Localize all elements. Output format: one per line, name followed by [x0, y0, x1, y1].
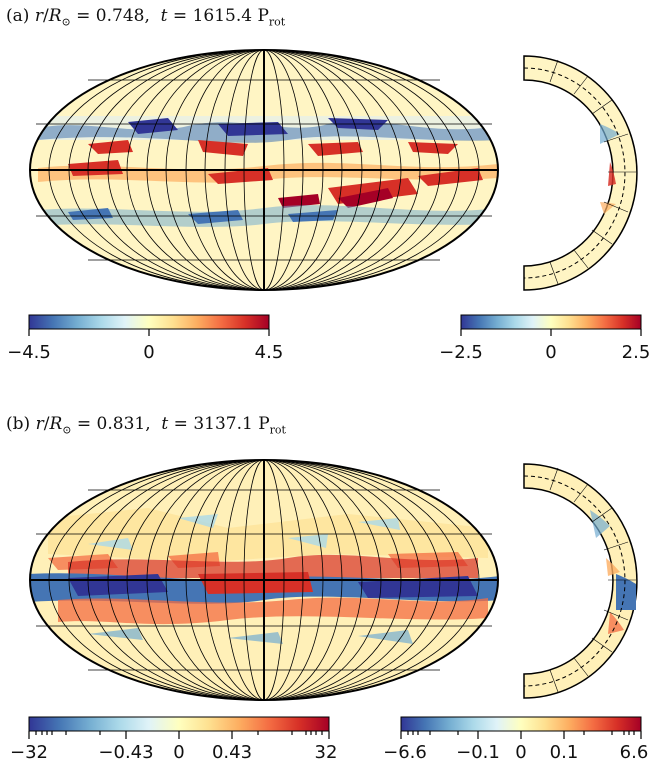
panel-b-main-cbar-t2: −0.43 — [98, 742, 154, 763]
panel-a-main-colorbar — [28, 314, 270, 336]
panel-b-side-cbar-t4: 0.1 — [549, 742, 579, 763]
panel-a-meridional-slice — [523, 55, 638, 291]
panel-b-side-cbar-t1: −6.6 — [383, 742, 427, 763]
panel-b-side-cbar-t2: −0.1 — [456, 742, 500, 763]
panel-a-side-cbar-max: 2.5 — [621, 342, 651, 363]
panel-a-side-cbar-min: −2.5 — [439, 342, 483, 363]
panel-a-mollweide-map — [29, 49, 499, 291]
panel-b-mollweide-map — [29, 459, 499, 701]
panel-a-side-colorbar — [460, 314, 642, 336]
panel-b-title: (b) r/R⊙ = 0.831, t = 3137.1 Prot — [6, 414, 286, 437]
panel-b-main-cbar-t4: 0.43 — [211, 742, 253, 763]
panel-b-main-cbar-t1: −32 — [10, 742, 48, 763]
panel-a-main-cbar-min: −4.5 — [7, 342, 51, 363]
panel-b-meridional-slice — [523, 463, 638, 699]
panel-b-side-cbar-t3: 0 — [515, 742, 527, 763]
panel-a-title: (a) r/R⊙ = 0.748, t = 1615.4 Prot — [6, 6, 286, 29]
panel-b-main-cbar-t5: 32 — [314, 742, 338, 763]
panel-a-main-cbar-mid: 0 — [143, 342, 155, 363]
panel-b-side-colorbar — [400, 716, 642, 739]
panel-a-side-cbar-mid: 0 — [545, 342, 557, 363]
panel-b-main-cbar-t3: 0 — [173, 742, 185, 763]
panel-a-main-cbar-max: 4.5 — [254, 342, 284, 363]
panel-b-side-cbar-t5: 6.6 — [619, 742, 649, 763]
panel-b-main-colorbar — [28, 716, 330, 739]
